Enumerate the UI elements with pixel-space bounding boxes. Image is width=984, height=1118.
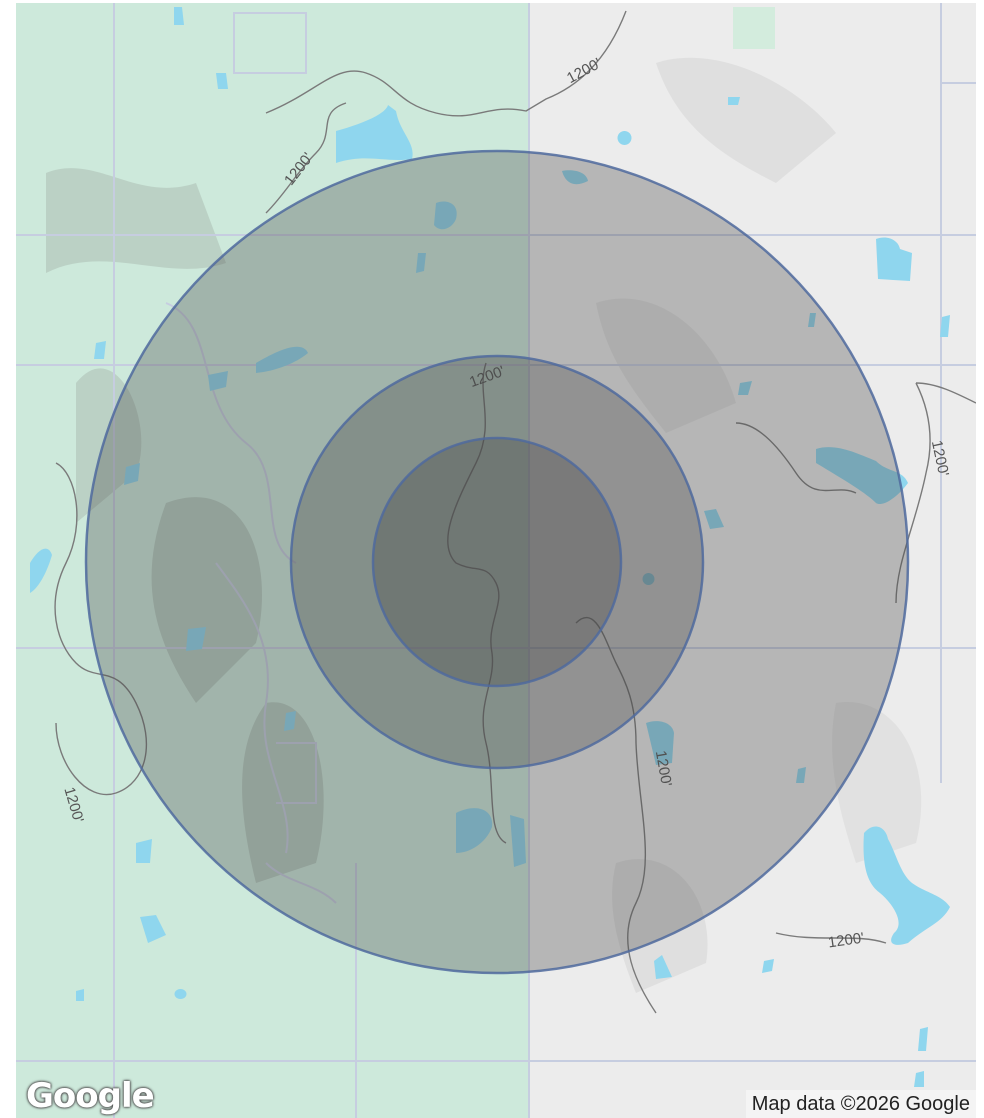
small-park-area (733, 7, 775, 49)
map-canvas[interactable]: 1200' 1200' 1200' 1200' 1200' 1200' 1200… (16, 3, 976, 1118)
park-area (16, 3, 529, 1118)
middle-radius-ring[interactable] (289, 354, 705, 770)
road-network (16, 3, 976, 1118)
contour-label: 1200' (652, 749, 675, 788)
outer-radius-ring[interactable] (84, 149, 910, 975)
map-attribution: Map data ©2026 Google (745, 1090, 976, 1118)
water-bodies (30, 7, 950, 1087)
google-logo[interactable]: Google (26, 1076, 155, 1116)
map-viewport[interactable]: 1200' 1200' 1200' 1200' 1200' 1200' 1200… (16, 3, 976, 1118)
contour-label: 1200' (827, 930, 865, 952)
inner-radius-ring[interactable] (371, 436, 623, 688)
contour-lines (54, 10, 976, 1014)
